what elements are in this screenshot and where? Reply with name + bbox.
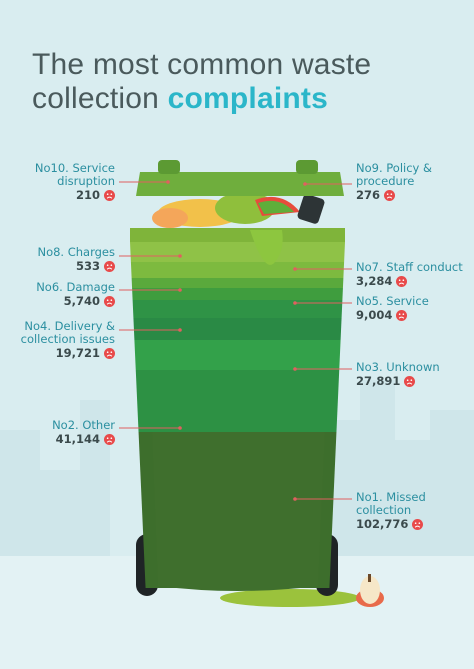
bin-band <box>131 278 344 288</box>
category-name: collection issues <box>20 332 115 346</box>
connector-dot <box>293 301 297 305</box>
category-name: No1. Missed <box>356 490 426 504</box>
page-title: The most common waste collection complai… <box>32 48 372 115</box>
category-value: 210 <box>76 189 115 202</box>
category-name: No9. Policy & <box>356 161 432 175</box>
bin-band <box>130 262 345 278</box>
value-text: 5,740 <box>63 294 100 308</box>
bin-band <box>132 288 343 300</box>
value-text: 533 <box>75 259 100 273</box>
category-label: No4. Delivery & collection issues 19,721 <box>21 320 115 360</box>
lid-handle-left <box>158 160 180 174</box>
category-label: No8. Charges 533 <box>37 246 115 273</box>
bin-band <box>152 432 325 591</box>
category-value: 27,891 <box>356 374 416 388</box>
connector-dot <box>178 426 182 430</box>
value-text: 276 <box>356 188 381 202</box>
category-name: No8. Charges <box>37 245 115 259</box>
sad-face-icon <box>396 310 408 321</box>
category-label: No6. Damage 5,740 <box>36 281 115 308</box>
category-name: No10. Service <box>34 161 115 175</box>
bin-rim <box>130 228 345 242</box>
category-label: No7. Staff conduct 3,284 <box>356 261 463 288</box>
connector-dot <box>293 497 297 501</box>
apple-core-icon <box>356 574 384 607</box>
sad-face-icon <box>412 519 424 530</box>
sad-face-icon <box>104 296 115 307</box>
connector-lines <box>119 180 352 501</box>
value-text: 27,891 <box>356 374 401 388</box>
category-label: No9. Policy & procedure 276 <box>356 162 432 202</box>
category-value: 9,004 <box>356 308 408 322</box>
title-accent: complaints <box>167 82 328 115</box>
value-text: 210 <box>75 188 100 202</box>
bin-band <box>134 340 341 370</box>
lid-handle-right <box>296 160 318 174</box>
category-label: No3. Unknown 27,891 <box>356 361 440 388</box>
category-value: 3,284 <box>356 274 408 288</box>
category-value: 102,776 <box>356 517 424 531</box>
connector-dot <box>166 180 170 184</box>
category-name: disruption <box>57 174 115 188</box>
sad-face-icon <box>404 376 416 387</box>
bin-lid <box>136 172 344 196</box>
category-label: No1. Missed collection 102,776 <box>356 491 426 531</box>
sad-face-icon <box>104 434 115 445</box>
bin-band <box>135 370 340 432</box>
connector-dot <box>293 367 297 371</box>
category-name: No3. Unknown <box>356 360 440 374</box>
category-value: 41,144 <box>56 433 115 446</box>
category-value: 5,740 <box>64 295 115 308</box>
category-name: No5. Service <box>356 294 429 308</box>
category-label: No2. Other 41,144 <box>52 419 115 446</box>
bin-band <box>130 242 345 262</box>
category-value: 276 <box>356 188 396 202</box>
category-name: No2. Other <box>52 418 115 432</box>
rubbish <box>152 192 325 265</box>
connector-dot <box>303 182 307 186</box>
category-name: No6. Damage <box>36 280 115 294</box>
connector-dot <box>178 254 182 258</box>
bin-band <box>133 318 342 340</box>
bin-bands <box>130 242 345 591</box>
bin-band <box>132 300 343 318</box>
category-name: collection <box>356 503 412 517</box>
category-name: procedure <box>356 174 415 188</box>
category-value: 19,721 <box>56 347 115 360</box>
category-label: No5. Service 9,004 <box>356 295 429 322</box>
connector-dot <box>178 288 182 292</box>
category-value: 533 <box>76 260 115 273</box>
spill <box>220 589 360 607</box>
category-name: No7. Staff conduct <box>356 260 463 274</box>
value-text: 9,004 <box>356 308 393 322</box>
sad-face-icon <box>104 190 115 201</box>
value-text: 19,721 <box>55 346 100 360</box>
skyline <box>0 380 474 560</box>
sad-face-icon <box>396 276 408 287</box>
sad-face-icon <box>104 261 115 272</box>
sad-face-icon <box>384 190 396 201</box>
value-text: 41,144 <box>55 432 100 446</box>
value-text: 102,776 <box>356 517 409 531</box>
value-text: 3,284 <box>356 274 393 288</box>
category-name: No4. Delivery & <box>24 319 115 333</box>
connector-dot <box>178 328 182 332</box>
connector-dot <box>293 267 297 271</box>
sad-face-icon <box>104 348 115 359</box>
category-label: No10. Service disruption 210 <box>35 162 115 202</box>
